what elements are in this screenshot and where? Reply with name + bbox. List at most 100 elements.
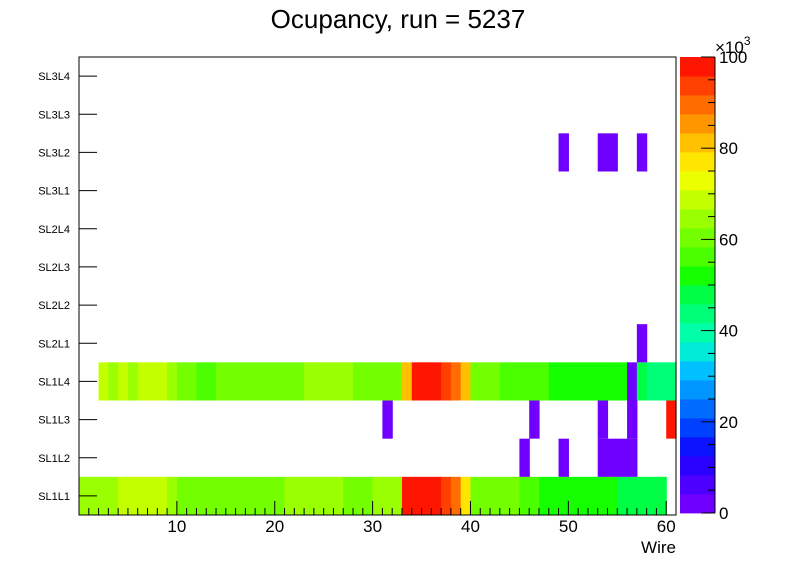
heatmap-cell [235,362,246,401]
heatmap-cell [245,476,256,515]
x-tick-label: 50 [559,517,578,536]
heatmap-cell [313,476,325,515]
heatmap-cell [284,362,295,401]
heatmap-cell [558,476,569,515]
heatmap-cell [587,476,599,515]
heatmap-cell [176,362,188,401]
heatmap-cell [167,362,178,401]
heatmap-cell [441,476,452,515]
heatmap-cell [98,362,109,401]
heatmap-cell [627,400,638,439]
y-axis: SL1L1 SL1L2 SL1L3 SL1L4 SL2L1 SL2L2 SL2L3 SL2L4… [38,71,97,503]
color-scale-exponent-power: 3 [744,34,751,48]
heatmap-cell [372,362,383,401]
heatmap-cell [499,476,511,515]
plot-frame [78,56,677,516]
heatmap-cell [646,476,658,515]
y-tick-label: SL2L1 [38,338,70,350]
heatmap-cell [118,362,129,401]
heatmap-cell [607,362,618,401]
heatmap-cell [656,362,667,401]
heatmap-cell [343,476,354,515]
heatmap-cell [108,362,119,401]
heatmap-cell [362,362,374,401]
x-tick-label: 30 [363,517,382,536]
color-scale-segment [680,304,715,324]
heatmap-cell [568,362,579,401]
heatmap-cell [509,476,521,515]
heatmap-cell [196,476,207,515]
heatmap-cell [597,438,609,477]
color-scale-label: 100 [719,48,747,67]
heatmap-cell [186,476,198,515]
heatmap-cell [323,476,335,515]
heatmap-cell [587,362,599,401]
heatmap-cell [441,362,452,401]
y-tick-label: SL3L1 [38,186,70,198]
heatmap-cell [607,476,618,515]
heatmap-cell [666,362,677,401]
heatmap-cell [636,324,648,363]
heatmap-cell [617,362,628,401]
heatmap-cell [538,362,550,401]
color-scale-segment [680,171,715,191]
color-scale-segment [680,266,715,286]
heatmap-cell [450,362,462,401]
color-scale-label: 60 [719,230,738,249]
y-tick-label: SL2L3 [38,262,70,274]
x-tick-label: 10 [167,517,186,536]
heatmap-cell [519,438,530,477]
heatmap-cell [382,362,393,401]
color-scale-label: 80 [719,139,738,158]
heatmap-cell [353,362,364,401]
heatmap-cell [490,362,501,401]
x-tick-label: 20 [265,517,284,536]
color-scale-segment [680,437,715,457]
heatmap-cell [470,362,481,401]
color-scale-segment [680,190,715,210]
heatmap-cell [255,476,266,515]
heatmap-cell [313,362,325,401]
heatmap-cell [264,362,276,401]
heatmap-cell [284,476,295,515]
heatmap-cell [450,476,462,515]
color-scale-segment [680,247,715,267]
color-scale-segment [680,323,715,343]
color-scale-segment [680,456,715,476]
heatmap-cell [157,476,168,515]
heatmap-cell [206,362,217,401]
heatmap-cell [538,476,550,515]
heatmap-cell [333,476,344,515]
heatmap-cell [411,476,423,515]
heatmap-cell [578,362,589,401]
heatmap-cell [597,476,609,515]
heatmap-cell [304,476,315,515]
heatmap-cell [401,476,413,515]
heatmap-cell [186,362,198,401]
heatmap-cell [127,476,139,515]
y-tick-label: SL2L2 [38,300,70,312]
color-scale-segment [680,133,715,153]
y-tick-label: SL1L1 [38,491,70,503]
heatmap-cell [245,362,256,401]
heatmap-cell [137,362,149,401]
heatmap-cell [216,362,227,401]
heatmap-cell [617,476,628,515]
heatmap-cell [470,476,481,515]
heatmap-cell [157,362,168,401]
color-scale-label: 20 [719,413,738,432]
color-scale-segment [680,418,715,438]
heatmap-cell [529,476,540,515]
heatmap-cell [431,362,442,401]
heatmap-cell [627,476,638,515]
heatmap-cell [597,362,609,401]
heatmap-cell [656,476,667,515]
heatmap-cell [617,438,628,477]
heatmap-cell [294,476,305,515]
color-scale-segment [680,228,715,248]
heatmap-cell [646,362,658,401]
heatmap-cells [79,133,677,515]
heatmap-cell [627,362,638,401]
